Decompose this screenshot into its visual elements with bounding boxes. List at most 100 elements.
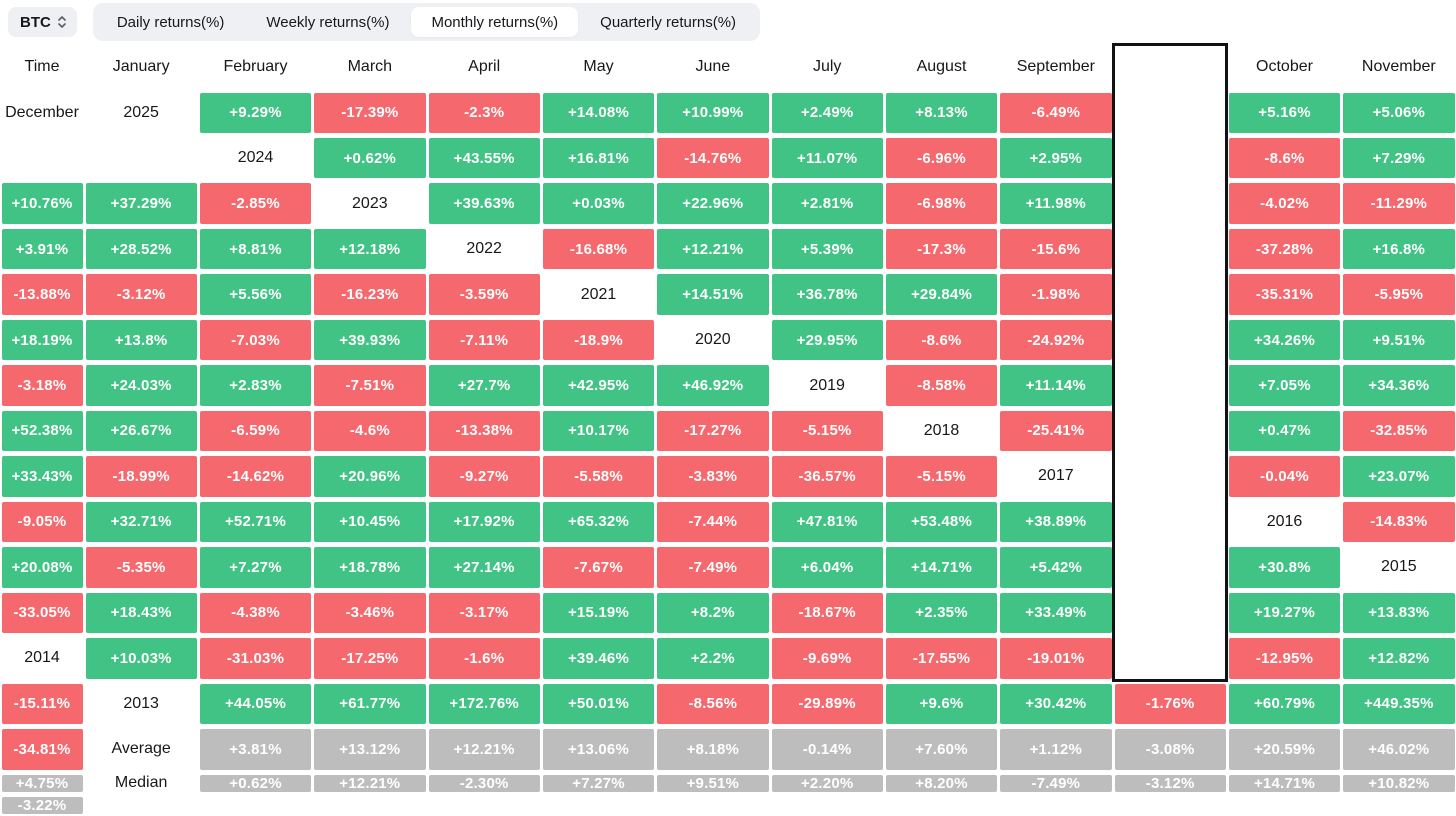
return-cell: +12.82% [1342,636,1456,681]
return-cell: +5.06% [1342,90,1456,135]
return-cell: +8.18% [656,727,770,772]
return-cell: +16.81% [541,135,655,180]
return-cell: -17.55% [884,636,998,681]
return-cell: -3.83% [656,454,770,499]
row-label-2018: 2018 [923,421,960,439]
return-cell: +52.71% [198,499,312,544]
return-cell: -17.3% [884,226,998,271]
return-cell: -0.14% [770,727,884,772]
return-cell: +5.56% [198,272,312,317]
return-cell: +30.42% [999,681,1113,726]
return-cell: +32.71% [84,499,198,544]
return-cell: -7.03% [198,317,312,362]
row-label-2016: 2016 [1266,512,1303,530]
return-cell: +38.89% [999,499,1113,544]
tab-monthly-returns[interactable]: Monthly returns(%) [411,7,579,37]
return-cell: -3.59% [427,272,541,317]
highlighted-column-border [1112,43,1229,683]
return-cell: +9.6% [884,681,998,726]
return-cell: +10.45% [313,499,427,544]
return-cell: +34.36% [1342,363,1456,408]
column-header-february: February [223,58,288,75]
column-header-january: January [112,58,170,75]
return-cell: +14.71% [884,545,998,590]
return-cell: +10.76% [0,181,84,226]
return-cell: +39.46% [541,636,655,681]
return-cell [84,135,198,180]
return-cell: -9.69% [770,636,884,681]
return-cell: -1.6% [427,636,541,681]
return-cell: +18.43% [84,590,198,635]
column-header-august: August [916,58,967,75]
return-cell: -3.22% [0,794,84,816]
return-cell: -3.12% [84,272,198,317]
return-cell: +8.81% [198,226,312,271]
tab-quarterly-returns[interactable]: Quarterly returns(%) [580,7,756,37]
symbol-select[interactable]: BTC [8,7,77,37]
return-cell: -9.05% [0,499,84,544]
return-cell: +2.81% [770,181,884,226]
return-cell: +11.07% [770,135,884,180]
row-label-2014: 2014 [24,649,60,667]
return-cell: +15.19% [541,590,655,635]
return-cell: +27.7% [427,363,541,408]
return-cell: +33.43% [0,454,84,499]
return-cell: +3.81% [198,727,312,772]
return-cell: -15.6% [999,226,1113,271]
return-cell: +0.47% [1227,408,1341,453]
return-cell: -8.6% [884,317,998,362]
return-cell: +14.51% [656,272,770,317]
column-header-september: September [1016,58,1095,75]
tab-daily-returns[interactable]: Daily returns(%) [97,7,245,37]
return-cell: +30.8% [1227,545,1341,590]
return-cell: -5.95% [1342,272,1456,317]
return-cell: -16.68% [541,226,655,271]
column-header-october: October [1256,58,1313,75]
return-cell: -9.27% [427,454,541,499]
row-label-2019: 2019 [809,376,845,394]
return-cell: -8.56% [656,681,770,726]
return-cell: +0.62% [198,772,312,794]
return-cell: -36.57% [770,454,884,499]
return-cell: +8.2% [656,590,770,635]
symbol-select-label: BTC [20,13,51,31]
return-cell: +13.8% [84,317,198,362]
return-cell: +27.14% [427,545,541,590]
return-cell: +52.38% [0,408,84,453]
return-cell: -16.23% [313,272,427,317]
corner-header-time: Time [24,58,60,75]
return-cell: -18.99% [84,454,198,499]
return-cell: +47.81% [770,499,884,544]
return-cell: +46.02% [1342,727,1456,772]
return-cell: +44.05% [198,681,312,726]
return-cell: -4.38% [198,590,312,635]
return-cell: -7.44% [656,499,770,544]
return-cell: -14.83% [1342,499,1456,544]
return-cell: +20.08% [0,545,84,590]
column-header-may: May [583,58,614,75]
return-cell: +1.12% [999,727,1113,772]
return-cell: +22.96% [656,181,770,226]
return-cell: +449.35% [1342,681,1456,726]
return-cell: -3.18% [0,363,84,408]
row-label-median: Median [114,774,168,791]
row-label-2025: 2025 [123,103,159,121]
return-cell: -33.05% [0,590,84,635]
tab-weekly-returns[interactable]: Weekly returns(%) [246,7,409,37]
return-cell: -3.46% [313,590,427,635]
return-cell: +29.84% [884,272,998,317]
return-cell: +17.92% [427,499,541,544]
return-cell: -7.49% [999,772,1113,794]
return-cell: +12.18% [313,226,427,271]
return-cell: +19.27% [1227,590,1341,635]
return-cell: +8.20% [884,772,998,794]
return-cell: +5.42% [999,545,1113,590]
row-label-2023: 2023 [352,194,388,212]
return-cell: -37.28% [1227,226,1341,271]
return-cell: +39.93% [313,317,427,362]
column-header-december: December [5,103,79,121]
return-cell: +60.79% [1227,681,1341,726]
return-cell [0,135,84,180]
return-cell: +39.63% [427,181,541,226]
return-cell: +53.48% [884,499,998,544]
